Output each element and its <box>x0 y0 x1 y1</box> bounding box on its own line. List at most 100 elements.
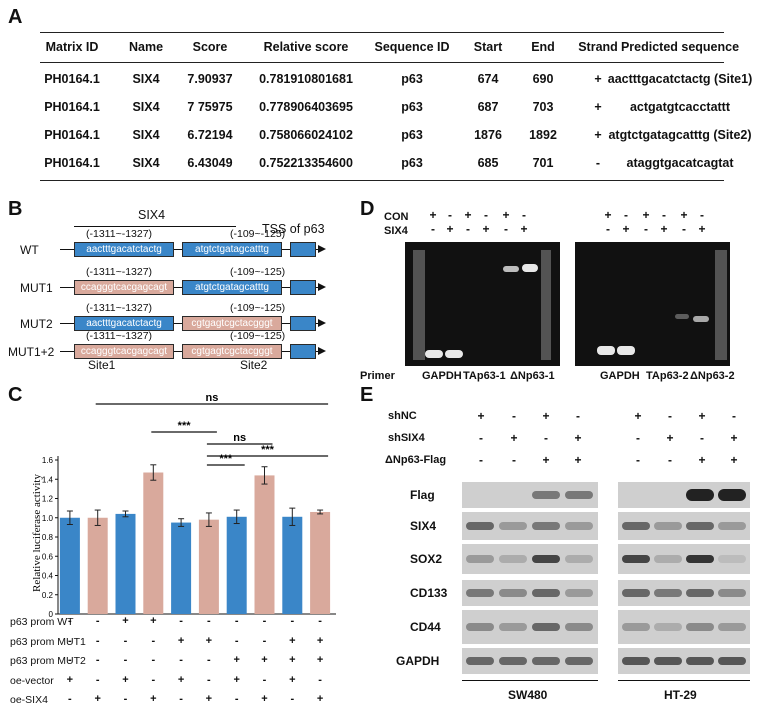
significance-label: *** <box>178 420 192 432</box>
construct-name: MUT1+2 <box>8 345 55 359</box>
condition-sign: + <box>122 615 129 627</box>
table-cell: + <box>594 100 602 114</box>
band <box>532 555 560 563</box>
site1-position: (-1311~-1327) <box>86 302 153 314</box>
table-cell: 685 <box>477 156 499 170</box>
construct-name: MUT1 <box>20 281 53 295</box>
table-cell: 6.72194 <box>187 128 233 142</box>
table-cell: + <box>594 72 602 86</box>
y-tick-label: 0.4 <box>42 572 54 581</box>
condition-sign: - <box>207 654 211 666</box>
band <box>532 623 560 631</box>
band <box>565 657 593 665</box>
condition-sign: - <box>290 615 295 627</box>
table-header-cell: Start <box>473 40 503 54</box>
condition-label: p63 prom MUT2 <box>10 655 86 667</box>
band <box>718 623 746 631</box>
table-cell: 701 <box>532 156 554 170</box>
panel-label-b: B <box>8 198 23 220</box>
con-sign: + <box>604 208 612 222</box>
bar <box>171 522 192 614</box>
blot-strip-sw480 <box>462 580 598 606</box>
condition-sign: + <box>205 634 213 647</box>
band <box>718 589 746 597</box>
six4-binding-label: SIX4 <box>138 208 166 222</box>
band <box>654 522 682 530</box>
band-dnp63-six4 <box>522 264 538 272</box>
y-tick-label: 0.2 <box>42 591 54 600</box>
band <box>654 589 682 597</box>
condition-sign: + <box>94 693 101 705</box>
arrow-icon <box>318 283 326 291</box>
condition-sign-ht29: + <box>634 409 642 423</box>
six4-row-label: SIX4 <box>384 225 408 237</box>
band <box>654 657 682 665</box>
site1-position: (-1311~-1327) <box>86 266 153 278</box>
blot-label: GAPDH <box>396 654 440 668</box>
table-row: PH0164.1 SIX4 6.43049 0.752213354600 p63 685 7… <box>40 156 733 176</box>
condition-sign-sw480: - <box>512 453 516 467</box>
cell-label-ht29: HT-29 <box>664 688 697 702</box>
six4-sign: - <box>466 222 470 236</box>
table-bottom-rule <box>40 180 724 181</box>
condition-sign: + <box>233 654 240 666</box>
blot-strip-ht29 <box>618 648 750 674</box>
significance-label: *** <box>219 453 233 465</box>
con-sign: - <box>700 208 704 222</box>
band <box>532 657 560 665</box>
site2-box: cgtgagtcgctacgggt <box>182 316 282 331</box>
band <box>622 657 650 665</box>
condition-sign-ht29: + <box>698 409 706 423</box>
band <box>565 491 593 499</box>
table-cell: 0.752213354600 <box>259 156 353 170</box>
arrow-icon <box>318 319 326 327</box>
significance-label: *** <box>261 444 275 456</box>
band <box>654 555 682 563</box>
con-sign: + <box>642 208 650 222</box>
table-cell: 0.781910801681 <box>259 72 353 86</box>
bar <box>115 513 136 614</box>
condition-sign: + <box>289 673 296 686</box>
band <box>686 555 714 563</box>
condition-sign: - <box>290 693 295 705</box>
table-cell: 7 75975 <box>187 100 233 114</box>
panel-label-a: A <box>8 6 23 28</box>
arrow-icon <box>318 245 326 253</box>
band <box>532 491 560 499</box>
six4-sign: - <box>504 222 508 236</box>
band <box>718 489 746 501</box>
table-top-rule <box>40 32 724 33</box>
table-header-cell: Matrix ID <box>45 40 99 54</box>
condition-sign: - <box>95 654 100 666</box>
table-header-cell: Name <box>128 40 164 54</box>
table-cell: SIX4 <box>132 72 160 86</box>
condition-sign: - <box>95 673 100 686</box>
condition-sign: + <box>205 693 213 705</box>
band-gapdh-six4 <box>445 350 463 358</box>
six4-sign: + <box>622 222 630 236</box>
table-cell: PH0164.1 <box>44 156 100 170</box>
blot-label: CD44 <box>410 620 441 634</box>
panel-label-e: E <box>360 384 374 406</box>
site2-box: cgtgagtcgctacgggt <box>182 344 282 359</box>
band <box>466 657 494 665</box>
band <box>686 623 714 631</box>
condition-sign-ht29: + <box>730 453 738 467</box>
table-cell: atgtctgatagcatttg (Site2) <box>608 128 752 142</box>
band <box>466 555 494 563</box>
table-header-cell: Predicted sequence <box>620 40 740 54</box>
table-cell: 0.778906403695 <box>259 100 353 114</box>
condition-sign: - <box>68 615 72 627</box>
panel-label-c: C <box>8 384 23 406</box>
condition-sign: + <box>289 654 296 666</box>
condition-sign: + <box>150 615 157 627</box>
condition-sign-ht29: + <box>666 431 674 445</box>
band <box>466 589 494 597</box>
table-cell: SIX4 <box>132 100 160 114</box>
condition-sign: + <box>150 693 157 705</box>
condition-label: p63 prom MUT1 <box>10 635 86 648</box>
table-cell: SIX4 <box>132 128 160 142</box>
six4-sign: + <box>698 222 706 236</box>
ladder-left-1 <box>413 250 425 360</box>
site2-position: (-109~-125) <box>230 266 286 278</box>
